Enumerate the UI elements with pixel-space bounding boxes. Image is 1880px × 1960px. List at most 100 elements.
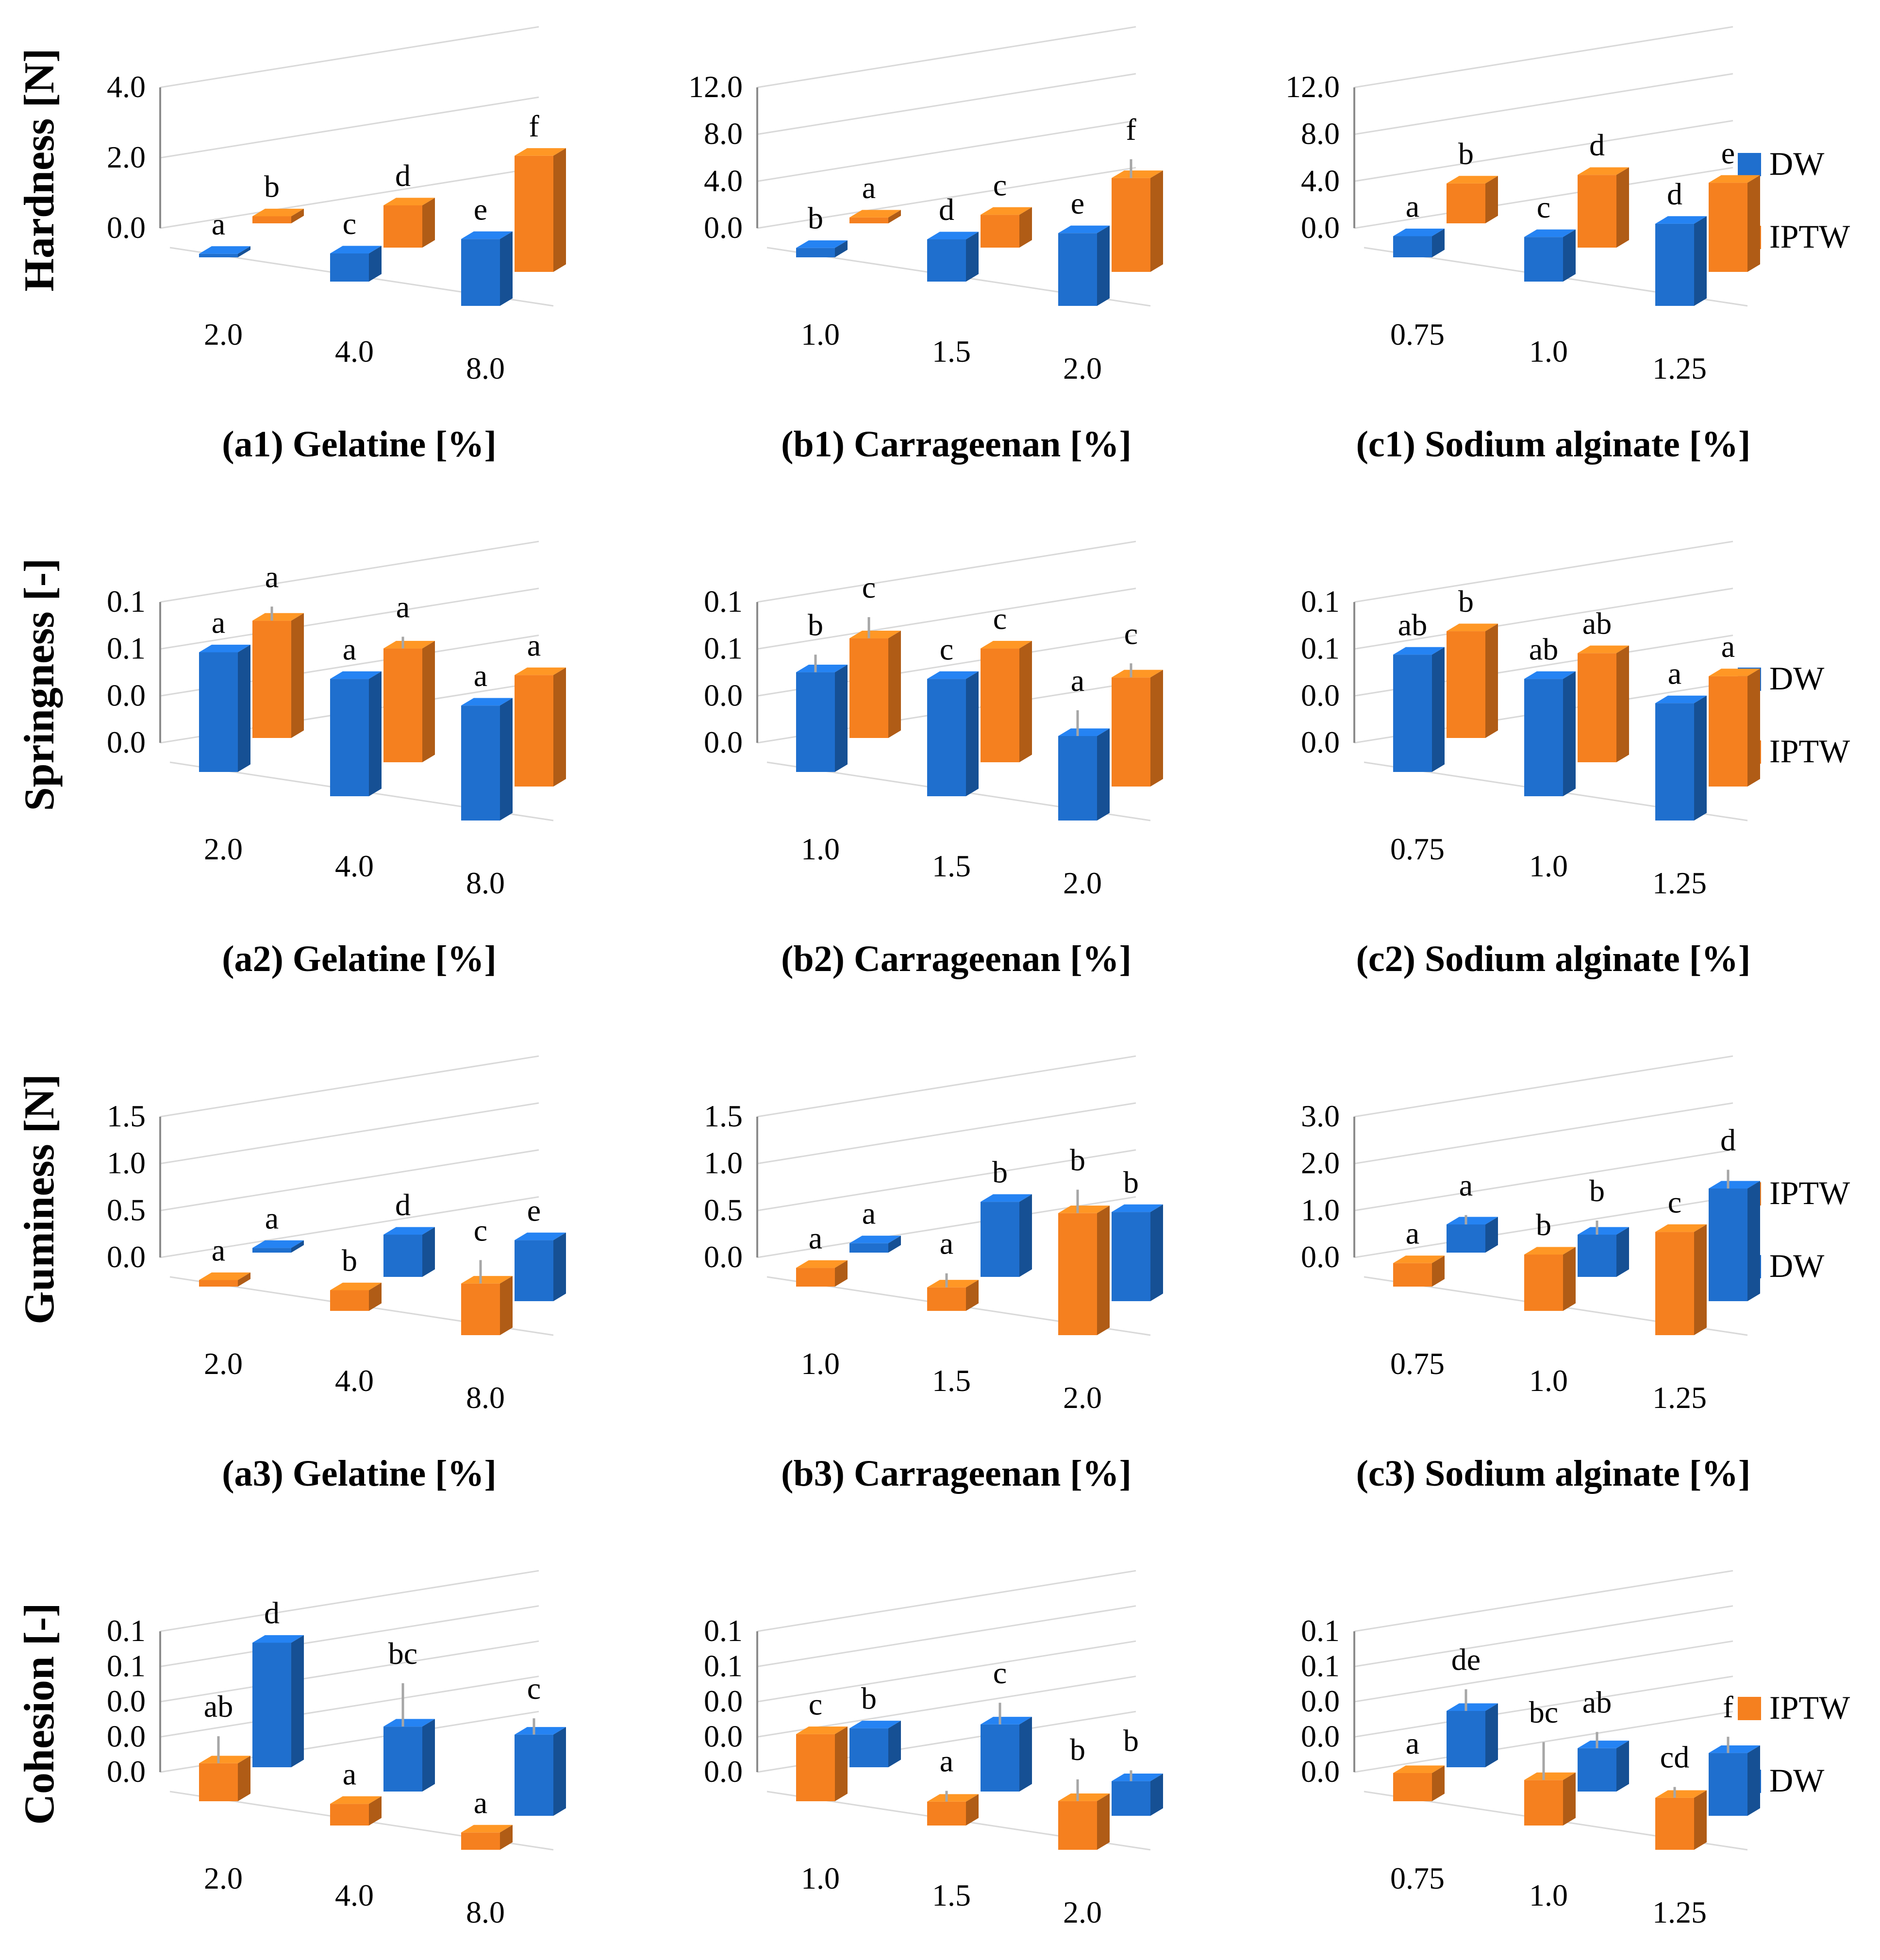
bar-side-face bbox=[291, 1635, 304, 1767]
bar-top-face bbox=[1709, 669, 1760, 676]
bar-side-face bbox=[238, 1272, 250, 1287]
bar-side-face bbox=[1097, 1793, 1110, 1850]
gridline bbox=[160, 167, 539, 229]
bar-side-face bbox=[1616, 1741, 1629, 1792]
panel-b2: 0.0 0.0 0.1 0.1 c c c b c a 1.0 1.5 2.0 (b2) Carragee… bbox=[704, 540, 1163, 979]
bar-front-face bbox=[383, 1726, 422, 1792]
significance-letter: d bbox=[1667, 177, 1682, 211]
bar-dw: a bbox=[461, 658, 513, 821]
significance-letter: c bbox=[474, 1213, 487, 1247]
bar-side-face bbox=[500, 1825, 513, 1850]
significance-letter: d bbox=[395, 158, 411, 193]
bar-iptw: bc bbox=[1524, 1695, 1576, 1826]
significance-letter: a bbox=[1406, 1726, 1419, 1760]
bar-front-face bbox=[252, 216, 291, 223]
panel-caption: (c2) Sodium alginate [%] bbox=[1356, 938, 1751, 979]
bar-front-face bbox=[1709, 1753, 1747, 1816]
gridline bbox=[757, 1149, 1136, 1211]
x-tick-label: 4.0 bbox=[335, 849, 374, 883]
bar-front-face bbox=[461, 239, 500, 306]
significance-letter: a bbox=[1459, 1168, 1473, 1203]
row-title-2: Guminess [N] bbox=[16, 1074, 63, 1324]
bar-top-face bbox=[1447, 623, 1498, 632]
bar-side-face bbox=[1432, 228, 1445, 257]
significance-letter: a bbox=[940, 1226, 953, 1261]
x-tick-label: 8.0 bbox=[466, 351, 505, 385]
bar-top-face bbox=[981, 1194, 1032, 1202]
bar-top-face bbox=[330, 1282, 382, 1290]
significance-letter: c bbox=[862, 570, 876, 604]
bar-dw: b bbox=[981, 1155, 1032, 1277]
x-tick-label: 1.0 bbox=[1529, 334, 1568, 369]
x-tick-label: 0.75 bbox=[1390, 1861, 1445, 1895]
legend-label-dw: DW bbox=[1769, 1762, 1825, 1799]
panel-b3: 0.0 0.5 1.0 1.5 a b b a a b 1.0 1.5 2.0 (b3) Carragee… bbox=[704, 1055, 1163, 1494]
bar-front-face bbox=[1112, 1781, 1150, 1816]
y-tick-label: 0.5 bbox=[107, 1192, 146, 1227]
bar-side-face bbox=[1694, 1790, 1707, 1850]
bar-dw: b bbox=[1112, 1723, 1163, 1816]
bar-front-face bbox=[461, 1832, 500, 1850]
bar-side-face bbox=[1694, 1224, 1707, 1335]
bar-top-face bbox=[1058, 1206, 1110, 1213]
bar-iptw: b bbox=[1058, 1732, 1110, 1850]
bar-iptw: ab bbox=[199, 1689, 250, 1801]
bar-side-face bbox=[1150, 1774, 1163, 1816]
x-tick-label: 1.0 bbox=[801, 317, 840, 352]
bar-side-face bbox=[888, 1721, 901, 1767]
y-tick-label: 0.0 bbox=[704, 1240, 743, 1274]
significance-letter: b bbox=[1070, 1142, 1085, 1177]
bar-front-face bbox=[1709, 1189, 1747, 1301]
x-tick-label: 4.0 bbox=[335, 1878, 374, 1912]
y-tick-label: 0.1 bbox=[107, 631, 146, 666]
x-tick-label: 8.0 bbox=[466, 1380, 505, 1415]
significance-letter: b bbox=[264, 169, 280, 204]
significance-letter: b bbox=[808, 201, 823, 235]
bar-side-face bbox=[553, 667, 566, 787]
significance-letter: b bbox=[342, 1243, 357, 1277]
gridline bbox=[160, 96, 539, 159]
significance-letter: a bbox=[527, 628, 541, 662]
gridline bbox=[1354, 1710, 1733, 1773]
bar-iptw: f bbox=[515, 109, 566, 272]
x-tick-label: 1.25 bbox=[1652, 1380, 1707, 1415]
bar-front-face bbox=[981, 215, 1019, 248]
y-tick-label: 0.0 bbox=[1301, 1719, 1340, 1754]
bar-dw: e bbox=[461, 192, 513, 306]
row-title-1: Springness [-] bbox=[16, 558, 63, 811]
gridline bbox=[160, 1102, 539, 1165]
gridline bbox=[757, 120, 1136, 182]
bar-top-face bbox=[515, 667, 566, 675]
gridline bbox=[160, 1196, 539, 1258]
panel-caption: (b1) Carrageenan [%] bbox=[781, 424, 1131, 465]
x-tick-label: 8.0 bbox=[466, 1895, 505, 1929]
x-tick-label: 2.0 bbox=[1063, 1895, 1102, 1929]
gridline bbox=[160, 1055, 539, 1118]
significance-letter: d bbox=[395, 1188, 411, 1222]
bar-side-face bbox=[1485, 176, 1498, 223]
bar-front-face bbox=[199, 1763, 238, 1801]
y-tick-label: 1.0 bbox=[1301, 1192, 1340, 1227]
bar-dw: a bbox=[849, 1196, 901, 1253]
bar-side-face bbox=[1019, 1194, 1032, 1277]
bar-front-face bbox=[1447, 631, 1485, 738]
legend-label-iptw: IPTW bbox=[1769, 218, 1850, 255]
bar-front-face bbox=[927, 679, 966, 796]
bar-iptw: a bbox=[1709, 629, 1760, 787]
bar-side-face bbox=[1563, 229, 1576, 282]
bar-front-face bbox=[849, 1728, 888, 1767]
bar-top-face bbox=[1393, 1765, 1445, 1773]
gridline bbox=[757, 73, 1136, 135]
significance-letter: a bbox=[1406, 189, 1419, 224]
gridline bbox=[757, 1640, 1136, 1703]
y-tick-label: 0.0 bbox=[107, 1754, 146, 1789]
gridline bbox=[160, 587, 539, 650]
bar-front-face bbox=[796, 672, 835, 772]
bar-side-face bbox=[835, 664, 848, 772]
y-tick-label: 0.0 bbox=[1301, 1240, 1340, 1274]
bar-top-face bbox=[1524, 1772, 1576, 1780]
panel-c1: 0.0 4.0 8.0 12.0 b d e a c d 0.75 1.0 1.25 (c1) Sodiu… bbox=[1285, 26, 1760, 465]
bar-dw: d bbox=[927, 192, 979, 282]
y-tick-label: 0.0 bbox=[704, 210, 743, 245]
